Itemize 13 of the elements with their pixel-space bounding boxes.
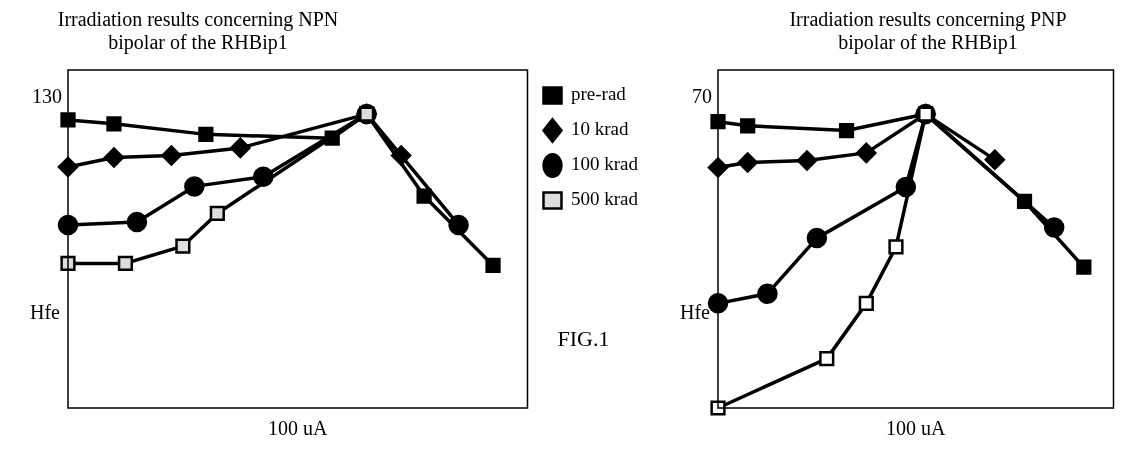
caption: FIG.1 [557,326,610,352]
y-axis-title: Hfe [30,300,61,323]
legend-label: pre-rad [570,83,627,105]
y-axis-title: Hfe [680,300,711,323]
text: 130 [32,85,62,108]
chart-title: Irradiation results concerning PNP bipolar of the RHBip1 [788,8,1068,56]
x-axis-title: 100 uA [886,417,947,440]
chart-title: Irradiation results concerning NPN bipolar of the RHBip1 [56,8,340,56]
legend-label: 100 krad [570,153,639,175]
text: 70 [692,85,712,108]
x-axis-title: 100 uA [268,417,329,440]
legend-label: 10 krad [570,118,629,140]
legend-label: 500 krad [570,188,639,210]
